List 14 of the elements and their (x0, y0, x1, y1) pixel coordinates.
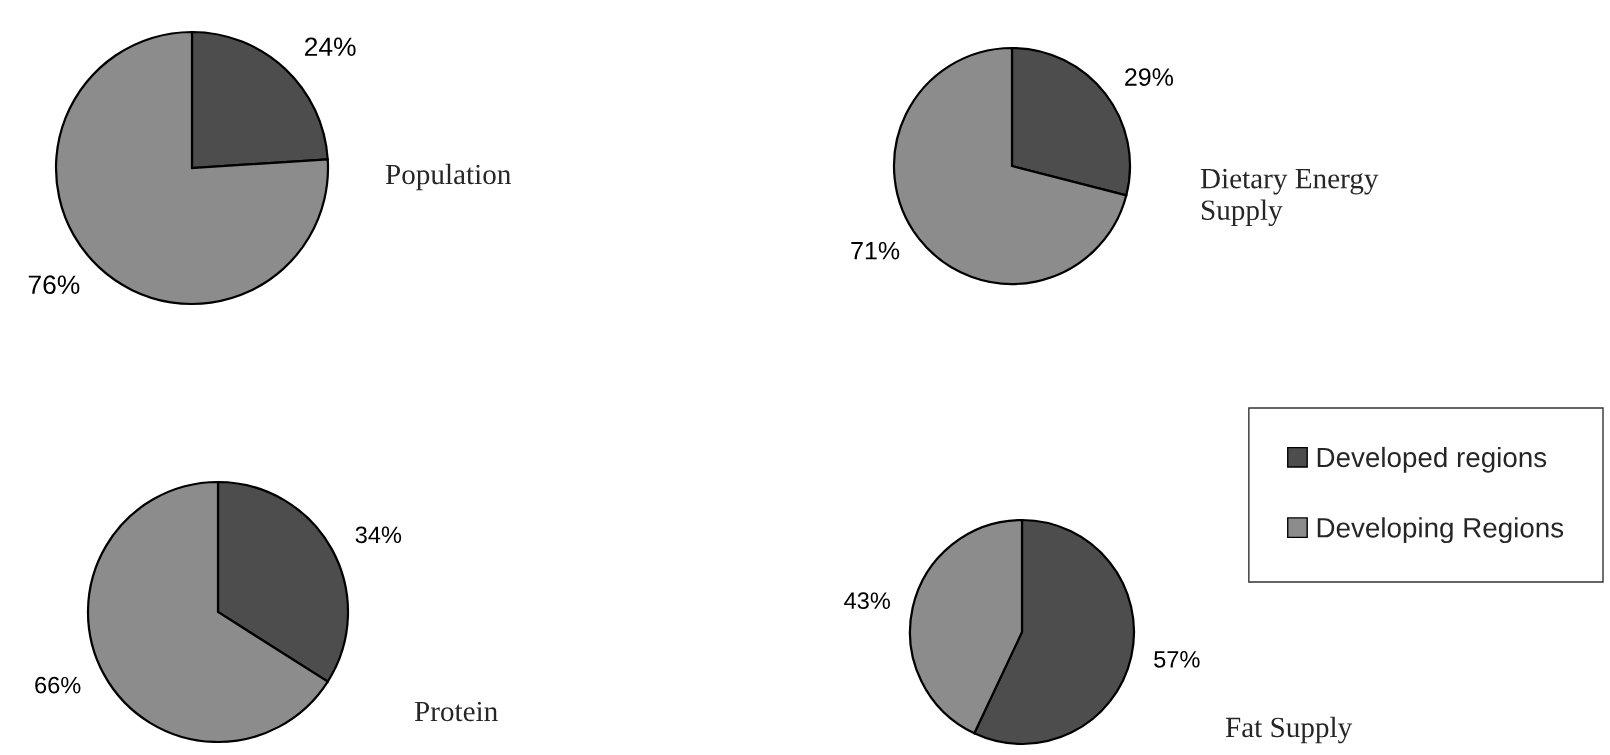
data-label: 71% (851, 241, 900, 260)
data-label: 76% (28, 275, 80, 295)
data-label: 43% (844, 592, 890, 610)
data-label: 24% (305, 37, 356, 57)
text: Dietary Energy Supply (1200, 168, 1379, 227)
data-label: 34% (355, 526, 402, 544)
text: Protein (414, 701, 498, 722)
text: Population (385, 163, 511, 191)
legend-label: Developing Regions (1317, 517, 1564, 544)
legend-label: Developed regions (1317, 446, 1547, 473)
text: Fat Supply (1225, 716, 1353, 744)
data-label: 57% (1154, 651, 1200, 668)
data-label: 66% (35, 676, 81, 694)
data-label: 29% (1125, 68, 1174, 86)
